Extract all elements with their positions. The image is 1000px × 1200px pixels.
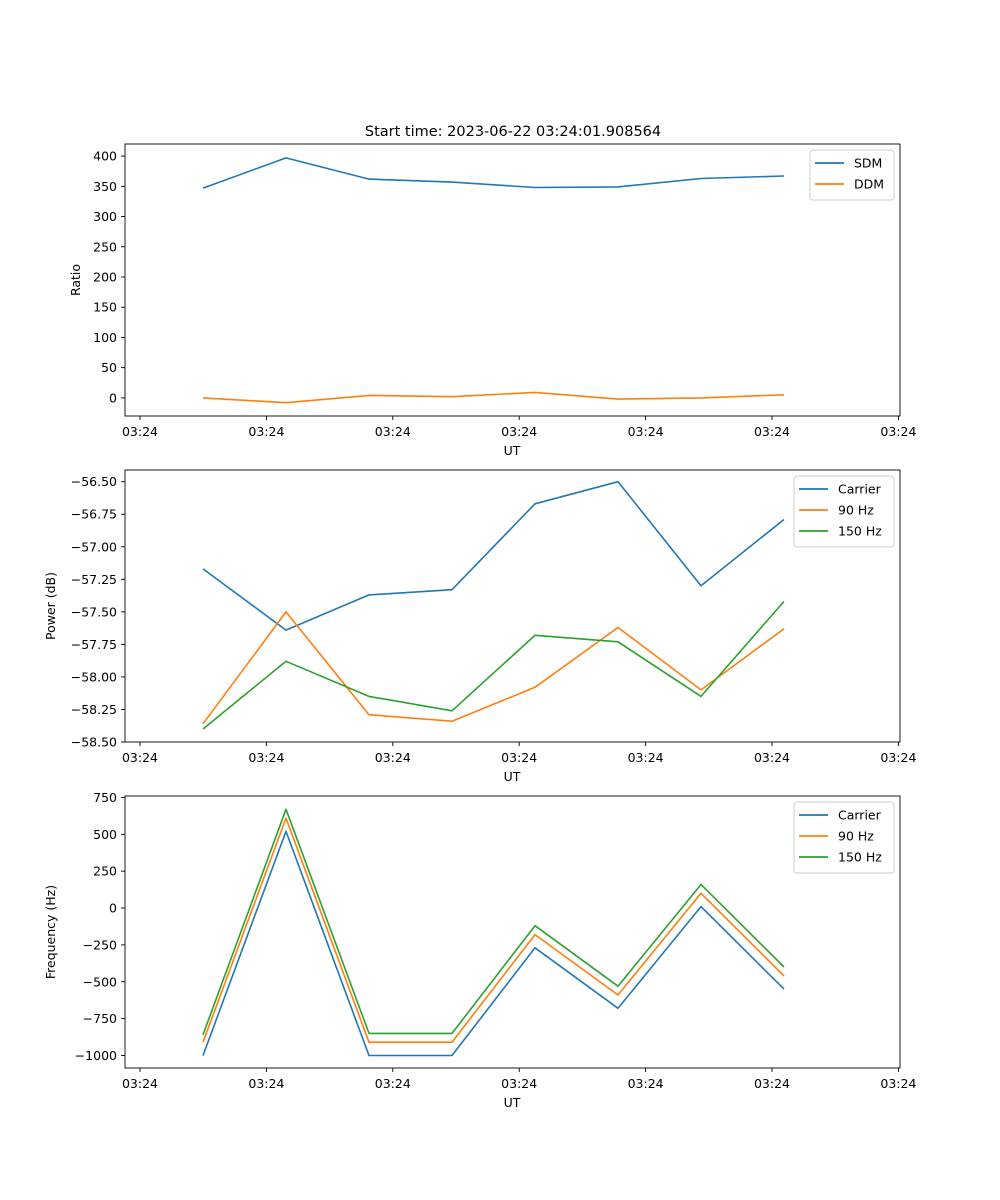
y-tick-label: −500 (83, 974, 117, 989)
y-tick-label: −56.75 (71, 507, 117, 522)
y-tick-label: −58.00 (71, 669, 117, 684)
x-tick-label: 03:24 (628, 750, 664, 765)
y-tick-label: −56.50 (71, 474, 117, 489)
y-tick-label: −57.25 (71, 572, 117, 587)
y-tick-label: 250 (93, 239, 117, 254)
x-tick-label: 03:24 (754, 424, 790, 439)
plot-frame (124, 469, 901, 743)
legend-label: SDM (854, 156, 882, 171)
x-tick-label: 03:24 (501, 1076, 537, 1091)
series-line-1-2 (202, 391, 785, 404)
plot-frame (124, 143, 901, 417)
y-tick-label: 0 (109, 390, 117, 405)
x-tick-label: 03:24 (375, 1076, 411, 1091)
plot-frame (124, 795, 901, 1069)
y-axis-label: Ratio (68, 264, 83, 296)
y-tick-label: 350 (93, 179, 117, 194)
series-line-2-1 (202, 480, 785, 631)
y-tick-label: −57.75 (71, 637, 117, 652)
y-tick-label: 50 (101, 360, 117, 375)
legend-label: Carrier (838, 808, 882, 823)
y-tick-label: −57.00 (71, 539, 117, 554)
figure-title: Start time: 2023-06-22 03:24:01.908564 (365, 124, 661, 140)
subplot-2: 03:2403:2403:2403:2403:2403:2403:2403:25… (43, 469, 916, 784)
legend-box (793, 801, 895, 874)
y-tick-label: 400 (93, 149, 117, 164)
x-tick-label: 03:24 (880, 750, 916, 765)
x-tick-label: 03:24 (501, 424, 537, 439)
x-tick-label: 03:24 (754, 1076, 790, 1091)
y-tick-label: 200 (93, 269, 117, 284)
subplot-1: 03:2403:2403:2403:2403:2403:2403:2403:25… (68, 143, 916, 458)
series-line-3-3 (202, 808, 785, 1036)
x-tick-label: 03:24 (628, 1076, 664, 1091)
x-tick-label: 03:24 (628, 424, 664, 439)
y-tick-label: 300 (93, 209, 117, 224)
x-tick-label: 03:24 (122, 424, 158, 439)
y-tick-label: 0 (109, 901, 117, 916)
y-tick-label: 500 (93, 827, 117, 842)
legend-label: 150 Hz (838, 524, 882, 539)
legend-label: 90 Hz (838, 503, 874, 518)
x-tick-label: 03:24 (501, 750, 537, 765)
series-line-1-1 (202, 157, 785, 189)
legend-label: 90 Hz (838, 829, 874, 844)
x-axis-label: UT (504, 443, 521, 458)
y-tick-label: 750 (93, 790, 117, 805)
x-tick-label: 03:24 (880, 1076, 916, 1091)
series-line-3-1 (202, 830, 785, 1057)
x-tick-label: 03:24 (248, 424, 284, 439)
y-tick-label: −58.25 (71, 702, 117, 717)
x-axis-label: UT (504, 1095, 521, 1110)
subplot-3: 03:2403:2403:2403:2403:2403:2403:2403:25… (43, 790, 916, 1110)
y-tick-label: −250 (83, 937, 117, 952)
y-tick-label: 150 (93, 300, 117, 315)
series-line-3-2 (202, 817, 785, 1043)
x-tick-label: 03:24 (248, 750, 284, 765)
y-axis-label: Power (dB) (43, 572, 58, 640)
x-tick-label: 03:24 (248, 1076, 284, 1091)
x-axis-label: UT (504, 769, 521, 784)
y-tick-label: −1000 (75, 1048, 117, 1063)
y-tick-label: −58.50 (71, 735, 117, 750)
x-tick-label: 03:24 (122, 750, 158, 765)
y-tick-label: 100 (93, 330, 117, 345)
legend-box (793, 475, 895, 548)
x-tick-label: 03:24 (122, 1076, 158, 1091)
x-tick-label: 03:24 (880, 424, 916, 439)
y-axis-label: Frequency (Hz) (43, 885, 58, 979)
x-tick-label: 03:24 (375, 750, 411, 765)
subplots: 03:2403:2403:2403:2403:2403:2403:2403:25… (43, 143, 916, 1110)
legend-label: DDM (854, 177, 884, 192)
y-tick-label: 250 (93, 864, 117, 879)
legend-label: Carrier (838, 482, 882, 497)
series-line-2-3 (202, 600, 785, 730)
legend-label: 150 Hz (838, 850, 882, 865)
series-line-2-2 (202, 611, 785, 725)
y-tick-label: −750 (83, 1011, 117, 1026)
x-tick-label: 03:24 (375, 424, 411, 439)
x-tick-label: 03:24 (754, 750, 790, 765)
y-tick-label: −57.50 (71, 604, 117, 619)
